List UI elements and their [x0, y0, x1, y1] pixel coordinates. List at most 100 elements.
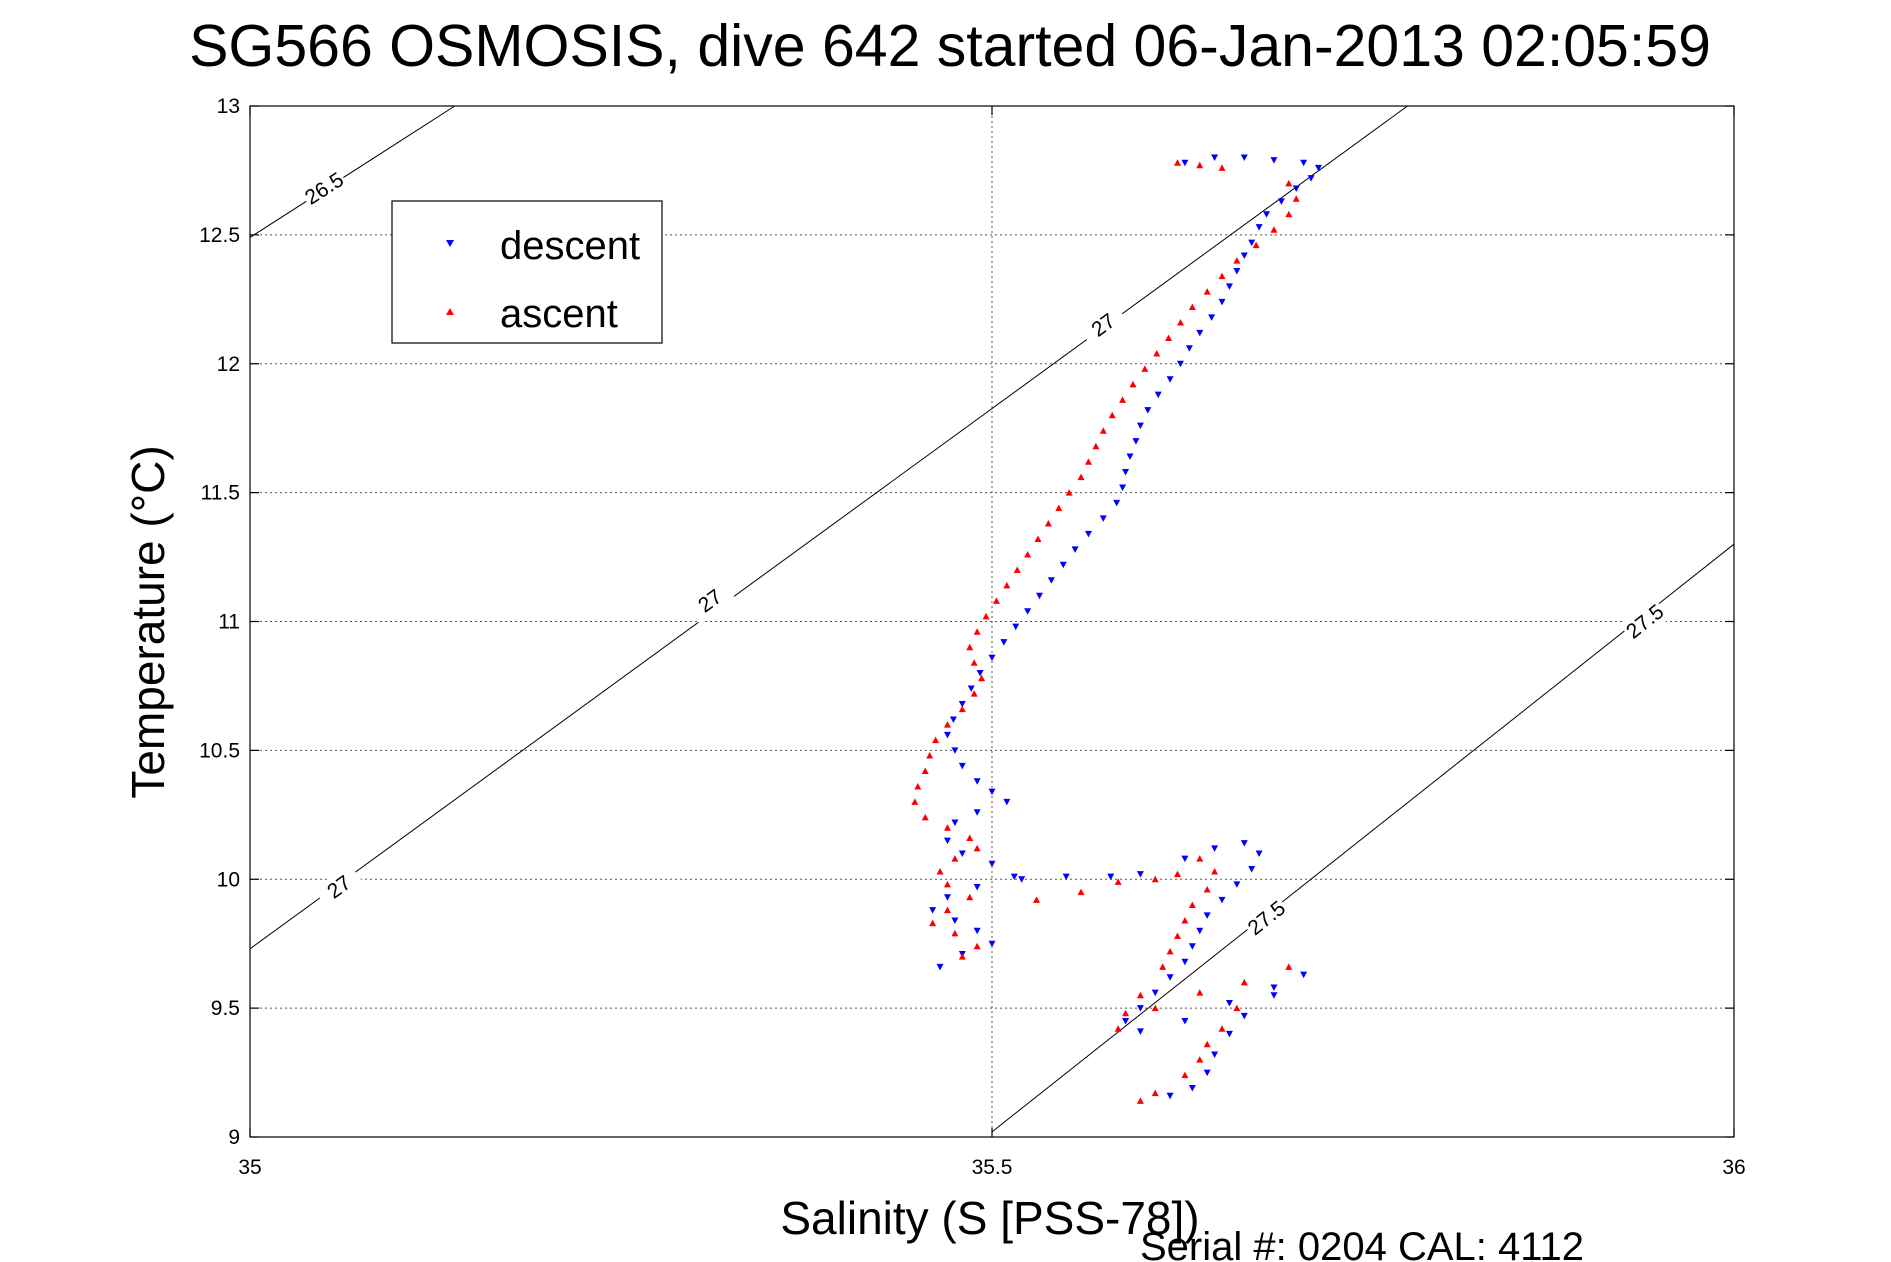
y-axis-label: Temperature (°C) [122, 445, 174, 798]
y-tick-label: 9 [228, 1126, 240, 1149]
ascent-point [911, 798, 919, 805]
descent-point [1136, 871, 1144, 878]
ascent-point [1181, 1071, 1189, 1079]
ascent-point [1122, 1009, 1130, 1017]
legend-descent-marker [446, 240, 454, 247]
descent-point [1270, 992, 1278, 999]
ascent-point [929, 919, 937, 927]
descent-point [1263, 211, 1271, 218]
ascent-point [1292, 195, 1300, 202]
data-points [911, 154, 1322, 1104]
serial-calibration-note: Serial #: 0204 CAL: 4112 [1140, 1225, 1584, 1262]
ascent-point [926, 752, 934, 759]
descent-point [1218, 896, 1226, 904]
y-tick-label: 9.5 [211, 997, 240, 1020]
descent-point [936, 963, 944, 971]
x-tick-label: 35 [238, 1156, 261, 1179]
ascent-point [973, 942, 981, 950]
ascent-point [1119, 396, 1127, 403]
ascent-point [1033, 896, 1041, 903]
descent-point [1047, 577, 1055, 584]
ascent-point [932, 736, 940, 744]
descent-point [1314, 164, 1322, 172]
descent-point [973, 778, 981, 785]
descent-point [1203, 912, 1211, 919]
legend-ascent-marker [446, 308, 454, 315]
descent-point [1084, 530, 1092, 538]
ascent-point [1270, 226, 1278, 233]
contour-label-bg [684, 577, 736, 625]
x-tick-label: 36 [1722, 1156, 1745, 1179]
descent-point [1062, 873, 1070, 881]
ascent-point [1166, 947, 1174, 955]
descent-point [1240, 154, 1248, 162]
ascent-point [973, 844, 981, 852]
ascent-point [1151, 1089, 1159, 1097]
descent-point [1136, 1005, 1144, 1012]
descent-point [1248, 865, 1256, 873]
y-tick-label: 11 [218, 611, 240, 634]
descent-point [1000, 639, 1008, 646]
descent-point [1208, 314, 1216, 321]
descent-point [1211, 1051, 1219, 1059]
density-contour-line [249, 105, 456, 238]
descent-point [929, 907, 937, 914]
legend-box [391, 200, 663, 344]
descent-point [1122, 469, 1130, 476]
descent-point [973, 809, 981, 816]
ascent-point [951, 929, 959, 937]
ascent-point [1188, 901, 1196, 909]
x-axis-label: Salinity (S [PSS-78]) [780, 1192, 1199, 1244]
descent-point [1225, 283, 1233, 290]
descent-point [1126, 453, 1134, 461]
contour-label-bg [1077, 301, 1129, 349]
descent-point [1132, 438, 1140, 445]
descent-point [1188, 1085, 1196, 1092]
descent-point [1233, 881, 1241, 888]
descent-point [1218, 298, 1226, 306]
descent-point [1181, 958, 1189, 966]
ascent-point [1108, 411, 1116, 419]
ascent-point [1153, 349, 1161, 357]
descent-point [1300, 971, 1308, 979]
descent-point [1122, 1018, 1130, 1025]
ascent-point [1285, 210, 1293, 218]
ascent-point [1196, 1056, 1204, 1063]
ascent-point [1211, 868, 1219, 875]
descent-point [1188, 943, 1196, 950]
descent-point [1203, 1069, 1211, 1077]
descent-point [1255, 850, 1263, 857]
descent-point [1035, 592, 1043, 600]
ascent-point [1013, 566, 1021, 573]
ascent-point [914, 782, 922, 790]
descent-point [1107, 873, 1115, 881]
ascent-point [1174, 870, 1181, 878]
ascent-point [1233, 257, 1241, 264]
contour-label-bg [1241, 894, 1292, 942]
descent-point [1307, 175, 1315, 182]
descent-point [1211, 845, 1219, 852]
descent-point [1144, 407, 1152, 414]
ascent-point [978, 674, 986, 682]
ascent-point [1099, 427, 1107, 434]
ascent-point [1203, 288, 1211, 295]
ascent-point [1003, 581, 1011, 589]
ascent-point [1077, 473, 1085, 481]
ascent-point [943, 721, 951, 728]
descent-point [1059, 561, 1067, 569]
descent-point [988, 860, 996, 868]
ascent-point [1129, 380, 1137, 388]
ascent-point [1218, 1025, 1226, 1032]
descent-point [1010, 873, 1018, 881]
ascent-point [1084, 458, 1092, 465]
descent-point [949, 716, 957, 723]
descent-point [1166, 376, 1174, 383]
descent-point [1166, 974, 1174, 981]
descent-point [1240, 252, 1248, 259]
descent-point [1181, 1018, 1189, 1025]
grid [250, 106, 1734, 1137]
ascent-point [1285, 179, 1293, 187]
legend-descent-label: descent [500, 224, 640, 268]
descent-point [988, 940, 996, 948]
